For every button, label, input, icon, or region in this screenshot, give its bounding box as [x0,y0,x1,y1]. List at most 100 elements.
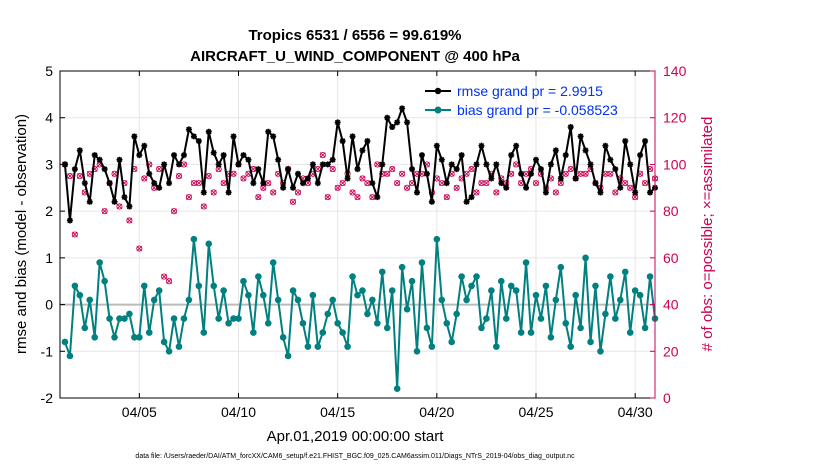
obs-possible-point-29 [205,173,212,180]
rmse-point-99 [552,147,559,154]
y-axis-left-ticks: -2 -1 0 1 2 3 4 5 [41,63,65,406]
x-axis-ticks: 04/05 04/10 04/15 04/20 04/25 04/30 [122,71,653,420]
obs-possible-point-32 [220,180,227,187]
bias-point-86 [488,287,495,294]
obs-assimilated-point-42 [270,189,277,196]
bias-point-107 [592,282,599,290]
obs-possible-point-36 [240,175,247,182]
y-left-tick-label-4: 2 [45,203,53,219]
obs-assimilated-point-8 [101,208,108,214]
bias-point-88 [497,277,505,285]
bias-point-50 [309,291,317,299]
obs-assimilated-point-100 [557,180,564,186]
obs-possible-point-27 [195,180,202,187]
obs-possible-point-105 [582,170,589,177]
obs-possible-point-47 [294,189,302,196]
bias-point-7 [96,259,103,266]
rmse-point-74 [428,198,435,205]
bias-point-111 [612,315,619,322]
rmse-point-20 [161,161,168,168]
bias-point-42 [269,259,277,266]
obs-assimilated-point-102 [567,166,574,172]
obs-possible-point-65 [384,170,391,177]
bias-point-16 [140,282,148,290]
bias-point-95 [532,291,540,299]
rmse-point-42 [270,133,277,140]
rmse-point-10 [111,198,118,205]
bias-point-58 [349,273,356,280]
rmse-point-15 [136,152,143,159]
obs-possible-point-53 [324,194,331,201]
bias-point-104 [577,324,584,332]
bias-point-92 [517,329,525,336]
rmse-point-110 [607,156,614,163]
rmse-point-103 [572,175,579,182]
bias-point-94 [527,329,535,336]
rmse-point-58 [349,133,356,140]
bias-point-103 [572,291,579,299]
obs-assimilated-point-15 [136,245,143,252]
rmse-point-1 [66,217,73,224]
bias-point-90 [507,282,515,290]
obs-assimilated-point-77 [443,194,450,200]
bias-point-54 [329,296,337,304]
bias-point-11 [116,315,123,322]
bias-point-93 [522,259,530,266]
bias-point-68 [398,263,406,271]
rmse-point-104 [577,133,584,140]
rmse-line [63,105,656,221]
obs-possible-point-28 [200,203,207,210]
rmse-point-30 [210,149,217,156]
rmse-point-61 [364,138,371,145]
rmse-point-6 [91,152,98,159]
rmse-point-72 [418,152,425,159]
bias-point-101 [562,319,570,327]
legend-bias-marker [434,106,442,114]
obs-possible-point-2 [71,231,78,238]
obs-assimilated-point-11 [116,203,123,210]
rmse-point-22 [171,152,178,159]
bias-point-85 [483,315,490,322]
rmse-point-7 [96,156,103,163]
bias-point-56 [339,329,346,336]
rmse-point-63 [374,194,381,201]
rmse-point-105 [582,147,589,154]
bias-point-77 [443,319,451,327]
obs-assimilated-point-31 [215,166,222,172]
obs-assimilated-point-16 [141,175,148,182]
bias-point-6 [91,333,99,341]
obs-assimilated-point-41 [265,180,272,186]
obs-assimilated-point-67 [394,180,400,186]
rmse-point-36 [240,152,247,159]
obs-assimilated-point-85 [483,180,490,186]
bias-point-71 [413,347,421,355]
obs-possible-point-11 [116,203,123,210]
obs-possible-point-95 [532,180,540,187]
obs-assimilated-point-55 [334,184,341,191]
bias-point-27 [195,282,203,290]
rmse-point-108 [597,189,604,196]
legend-rmse-marker [434,87,442,95]
rmse-point-112 [617,184,624,191]
obs-possible-point-113 [622,180,629,187]
rmse-point-82 [468,194,475,201]
bias-point-2 [71,282,79,290]
obs-assimilated-point-66 [389,166,396,172]
obs-assimilated-point-105 [582,170,589,177]
obs-assimilated-point-62 [369,194,376,200]
obs-assimilated-point-84 [478,180,485,186]
bias-point-47 [294,296,302,304]
rmse-point-12 [121,194,128,201]
bias-point-64 [378,268,386,276]
obs-assimilated-point-2 [72,231,78,238]
rmse-point-51 [314,180,321,187]
bias-point-9 [106,315,113,322]
obs-assimilated-point-81 [463,170,470,177]
bias-point-8 [101,277,108,285]
rmse-point-73 [423,170,430,177]
obs-assimilated-point-65 [384,170,391,177]
rmse-point-5 [86,198,93,205]
x-tick-label-5: 04/30 [618,404,653,420]
bias-point-79 [453,310,460,318]
legend-bias-label: bias grand pr = -0.058523 [457,102,618,118]
